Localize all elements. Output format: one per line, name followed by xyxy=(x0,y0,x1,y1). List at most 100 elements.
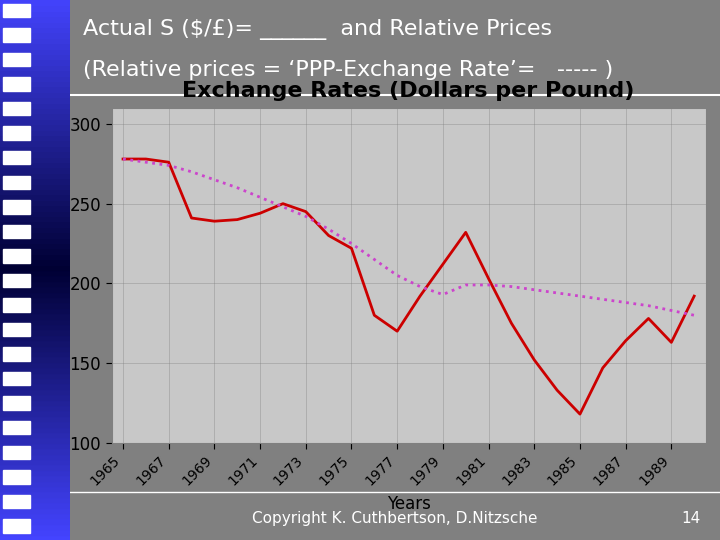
Bar xyxy=(0,124,70,130)
Bar xyxy=(0,38,70,43)
Bar xyxy=(0,27,70,32)
Bar xyxy=(0,81,70,86)
Bar xyxy=(0,324,70,329)
Bar xyxy=(4,28,30,42)
Bar xyxy=(0,254,70,259)
Bar xyxy=(0,362,70,367)
Bar xyxy=(4,372,30,386)
X-axis label: Years: Years xyxy=(387,495,431,513)
Bar xyxy=(4,126,30,140)
Bar xyxy=(0,529,70,535)
Bar xyxy=(0,97,70,103)
Bar xyxy=(0,367,70,373)
Bar xyxy=(0,356,70,362)
Bar xyxy=(0,340,70,346)
Bar xyxy=(0,270,70,275)
Bar xyxy=(0,65,70,70)
Bar xyxy=(0,491,70,497)
Bar xyxy=(0,448,70,454)
Text: 14: 14 xyxy=(681,511,701,526)
Bar xyxy=(0,130,70,135)
Text: (Relative prices = ‘PPP-Exchange Rate’=   ----- ): (Relative prices = ‘PPP-Exchange Rate’= … xyxy=(83,60,613,80)
Bar xyxy=(4,396,30,410)
Bar xyxy=(0,54,70,59)
Bar xyxy=(0,454,70,459)
Bar xyxy=(0,535,70,540)
Bar xyxy=(0,421,70,427)
Text: Actual S ($/£)= ______  and Relative Prices: Actual S ($/£)= ______ and Relative Pric… xyxy=(83,19,552,40)
Bar xyxy=(0,394,70,400)
Bar xyxy=(0,103,70,108)
Bar xyxy=(0,92,70,97)
Bar xyxy=(0,351,70,356)
Bar xyxy=(0,378,70,383)
Bar xyxy=(0,189,70,194)
Bar xyxy=(0,146,70,151)
Bar xyxy=(0,292,70,297)
Bar xyxy=(0,32,70,38)
Bar xyxy=(0,302,70,308)
Bar xyxy=(0,140,70,146)
Bar xyxy=(0,22,70,27)
Bar xyxy=(0,221,70,227)
Bar xyxy=(0,16,70,22)
Bar xyxy=(4,323,30,336)
Bar xyxy=(0,443,70,448)
Bar xyxy=(0,481,70,486)
Bar xyxy=(0,113,70,119)
Bar xyxy=(0,524,70,529)
Bar xyxy=(0,227,70,232)
Bar xyxy=(0,238,70,243)
Bar xyxy=(0,405,70,410)
Bar xyxy=(0,400,70,405)
Bar xyxy=(0,281,70,286)
Bar xyxy=(0,70,70,76)
Bar xyxy=(0,329,70,335)
Bar xyxy=(4,53,30,66)
Bar xyxy=(0,389,70,394)
Bar xyxy=(0,383,70,389)
Bar xyxy=(4,298,30,312)
Bar xyxy=(0,275,70,281)
Bar xyxy=(0,432,70,437)
Bar xyxy=(4,470,30,483)
Bar xyxy=(0,319,70,324)
Bar xyxy=(4,176,30,189)
Bar xyxy=(0,167,70,173)
Bar xyxy=(0,135,70,140)
Bar xyxy=(0,119,70,124)
Bar xyxy=(0,437,70,443)
Bar xyxy=(0,265,70,270)
Bar xyxy=(0,86,70,92)
Bar xyxy=(0,248,70,254)
Bar xyxy=(0,194,70,200)
Bar xyxy=(4,225,30,238)
Bar xyxy=(0,502,70,508)
Bar xyxy=(4,102,30,116)
Bar xyxy=(0,475,70,481)
Bar xyxy=(4,249,30,262)
Bar xyxy=(0,173,70,178)
Bar xyxy=(0,205,70,211)
Bar xyxy=(0,313,70,319)
Bar xyxy=(0,5,70,11)
Bar xyxy=(4,421,30,435)
Bar xyxy=(0,184,70,189)
Bar xyxy=(0,373,70,378)
Bar xyxy=(0,232,70,238)
Bar xyxy=(0,508,70,513)
Bar xyxy=(0,59,70,65)
Bar xyxy=(4,4,30,17)
Bar xyxy=(0,416,70,421)
Title: Exchange Rates (Dollars per Pound): Exchange Rates (Dollars per Pound) xyxy=(182,81,635,101)
Bar xyxy=(0,410,70,416)
Bar xyxy=(0,49,70,54)
Text: Copyright K. Cuthbertson, D.Nitzsche: Copyright K. Cuthbertson, D.Nitzsche xyxy=(252,511,538,526)
Bar xyxy=(0,43,70,49)
Bar xyxy=(0,157,70,162)
Bar xyxy=(0,216,70,221)
Bar xyxy=(0,459,70,464)
Bar xyxy=(0,162,70,167)
Bar xyxy=(0,108,70,113)
Bar xyxy=(0,513,70,518)
